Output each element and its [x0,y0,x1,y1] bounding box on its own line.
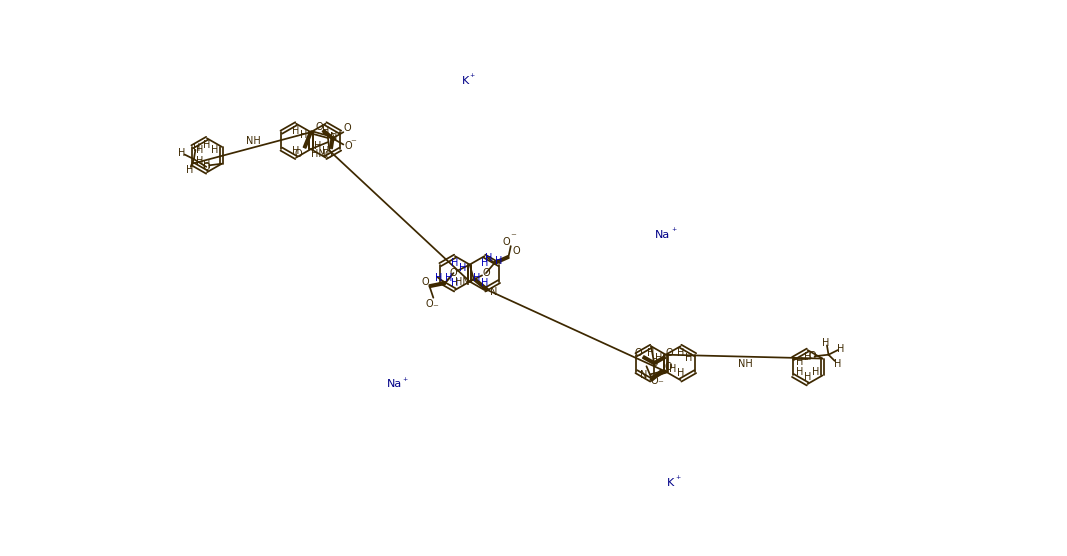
Text: H: H [186,165,193,175]
Text: O: O [345,141,352,151]
Text: H: H [322,126,330,136]
Text: H: H [655,353,663,363]
Text: H: H [322,146,330,156]
Text: H: H [495,256,503,266]
Text: H: H [803,372,811,382]
Text: N: N [490,287,497,297]
Text: O: O [203,162,210,172]
Text: H: H [484,254,492,264]
Text: H: H [451,258,459,268]
Text: H: H [834,359,842,369]
Text: ⁻: ⁻ [433,304,439,314]
Text: O: O [344,123,351,133]
Text: H: H [178,148,186,158]
Text: H: H [211,145,219,155]
Text: H: H [669,364,676,374]
Text: O: O [512,246,520,256]
Text: H: H [803,352,811,362]
Text: ⁺: ⁺ [469,73,475,83]
Text: H: H [796,356,803,366]
Text: ⁺: ⁺ [402,376,408,386]
Text: N: N [640,370,647,380]
Text: NH: NH [738,359,753,369]
Text: K: K [667,478,674,488]
Text: ⁻: ⁻ [510,232,516,242]
Text: O: O [503,236,510,246]
Text: O: O [449,268,458,278]
Text: H: H [459,262,466,272]
Text: S: S [330,133,336,143]
Text: H: H [838,344,845,354]
Text: H: H [195,156,203,166]
Text: O: O [635,348,642,358]
Text: NH: NH [245,136,260,146]
Text: O: O [809,351,816,361]
Text: O: O [316,122,323,132]
Text: O: O [665,362,672,372]
Text: H: H [481,278,488,288]
Text: O: O [324,150,333,160]
Text: K: K [461,76,468,86]
Text: H: H [204,160,210,170]
Text: O: O [421,277,429,287]
Text: H: H [648,348,655,358]
Text: O: O [482,268,490,278]
Text: H: H [481,258,488,268]
Text: Na: Na [655,230,670,240]
Text: H: H [195,145,203,155]
Text: HN: HN [312,148,325,158]
Text: H: H [812,368,819,378]
Text: H: H [204,140,210,150]
Text: H: H [676,368,684,378]
Text: H: H [300,130,307,140]
Text: H: H [435,274,443,284]
Text: H: H [451,278,459,288]
Text: O: O [294,148,302,158]
Text: H: H [445,274,452,284]
Text: H: H [676,348,684,358]
Text: H: H [822,338,829,348]
Text: O: O [426,299,433,309]
Text: H: H [292,146,300,156]
Text: S: S [651,358,657,368]
Text: HN: HN [456,276,471,286]
Text: H: H [314,141,321,151]
Text: H: H [473,274,480,284]
Text: ⁺: ⁺ [674,475,680,485]
Text: H: H [796,368,803,378]
Text: H: H [193,142,201,152]
Text: ⁻: ⁻ [350,138,356,148]
Text: ⁺: ⁺ [671,227,676,237]
Text: H: H [685,353,692,363]
Text: Na: Na [387,379,402,389]
Text: N: N [331,132,338,142]
Text: O: O [666,348,673,358]
Text: O: O [651,376,658,386]
Text: ⁻: ⁻ [657,380,664,390]
Text: H: H [292,126,300,136]
